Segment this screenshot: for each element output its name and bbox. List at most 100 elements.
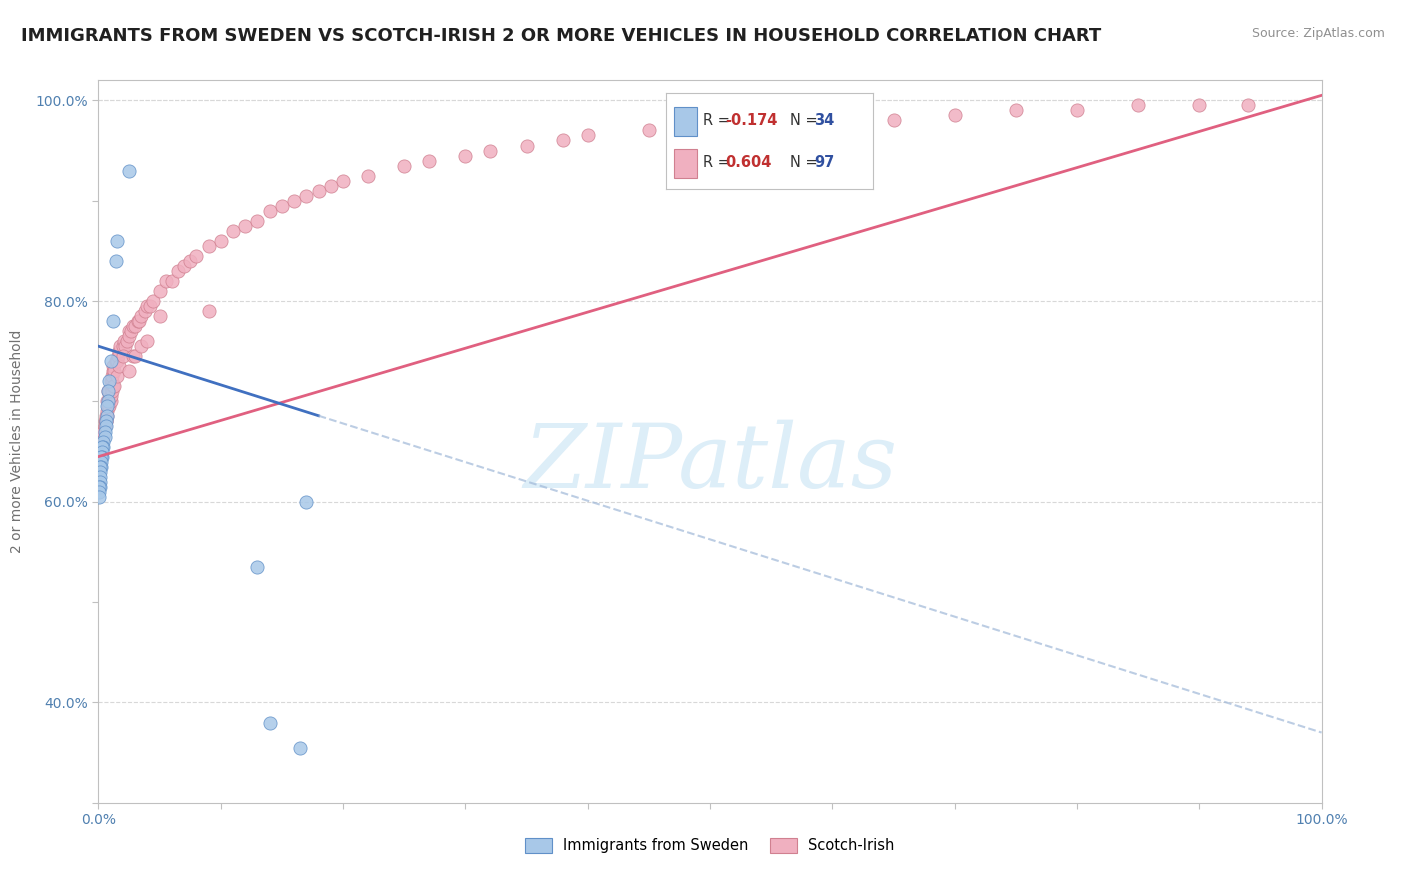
Point [259, 715, 281, 730]
Point [332, 173, 354, 187]
Point [100, 394, 122, 409]
Point [112, 334, 135, 348]
Point [124, 319, 146, 334]
Text: -0.174: -0.174 [725, 112, 778, 128]
Point [93, 419, 115, 434]
Text: 34: 34 [814, 112, 834, 128]
Point [142, 293, 165, 308]
Point [128, 314, 150, 328]
Point [91, 444, 114, 458]
Point [101, 359, 124, 374]
Point [89, 469, 111, 483]
Point [101, 369, 124, 384]
Point [160, 274, 183, 288]
Point [173, 259, 195, 273]
Point [179, 253, 201, 268]
Point [93, 414, 115, 428]
Point [101, 314, 124, 328]
Point [101, 364, 124, 378]
Point [94, 414, 117, 428]
Point [392, 159, 416, 173]
Point [478, 144, 501, 158]
Point [93, 429, 115, 443]
Point [1128, 98, 1150, 112]
Point [167, 264, 190, 278]
Point [295, 494, 318, 508]
Point [222, 224, 245, 238]
Legend: Immigrants from Sweden, Scotch-Irish: Immigrants from Sweden, Scotch-Irish [517, 830, 903, 861]
Point [110, 339, 132, 353]
Point [97, 400, 120, 414]
Point [356, 169, 378, 183]
Point [1004, 103, 1026, 118]
Point [97, 384, 120, 399]
FancyBboxPatch shape [675, 107, 697, 136]
Point [308, 184, 330, 198]
Point [100, 374, 122, 388]
Point [98, 384, 121, 399]
Point [96, 394, 118, 409]
Point [98, 400, 121, 414]
Y-axis label: 2 or more Vehicles in Household: 2 or more Vehicles in Household [10, 330, 24, 553]
Point [115, 334, 138, 348]
Point [96, 409, 118, 424]
FancyBboxPatch shape [675, 149, 697, 178]
Point [259, 203, 281, 218]
Point [149, 284, 172, 298]
Point [197, 239, 219, 253]
Point [883, 113, 905, 128]
Point [104, 354, 127, 368]
Point [103, 379, 125, 393]
Text: N =: N = [790, 112, 823, 128]
Point [515, 138, 537, 153]
Point [98, 394, 121, 409]
Point [418, 153, 440, 168]
Point [136, 334, 159, 348]
Point [89, 459, 111, 474]
Point [1188, 98, 1211, 112]
Point [97, 384, 120, 399]
Point [246, 560, 269, 574]
Point [139, 299, 162, 313]
Point [127, 314, 149, 328]
Point [155, 274, 177, 288]
Point [114, 339, 136, 353]
Point [89, 465, 111, 479]
Point [96, 404, 118, 418]
Point [129, 339, 152, 353]
Point [94, 414, 117, 428]
Point [91, 425, 114, 439]
Point [87, 480, 110, 494]
Point [91, 440, 114, 454]
Point [118, 329, 141, 343]
Point [290, 740, 312, 755]
Point [91, 434, 114, 449]
Point [283, 194, 305, 208]
Point [97, 394, 120, 409]
Point [149, 309, 172, 323]
Point [100, 389, 122, 403]
Point [105, 354, 128, 368]
Point [699, 119, 721, 133]
Point [553, 133, 575, 147]
Point [96, 400, 118, 414]
Point [637, 123, 661, 137]
Text: ZIPatlas: ZIPatlas [523, 420, 897, 507]
Point [233, 219, 256, 233]
Point [98, 374, 121, 388]
Text: 97: 97 [814, 155, 834, 170]
Point [111, 339, 134, 353]
Point [124, 349, 146, 363]
Point [94, 414, 117, 428]
Point [136, 299, 159, 313]
Point [118, 364, 141, 378]
Point [105, 369, 128, 384]
Point [89, 475, 111, 489]
Point [576, 128, 599, 143]
Point [197, 304, 219, 318]
Point [107, 349, 129, 363]
Point [1066, 103, 1088, 118]
Point [101, 374, 124, 388]
Point [270, 199, 294, 213]
Point [295, 188, 318, 202]
